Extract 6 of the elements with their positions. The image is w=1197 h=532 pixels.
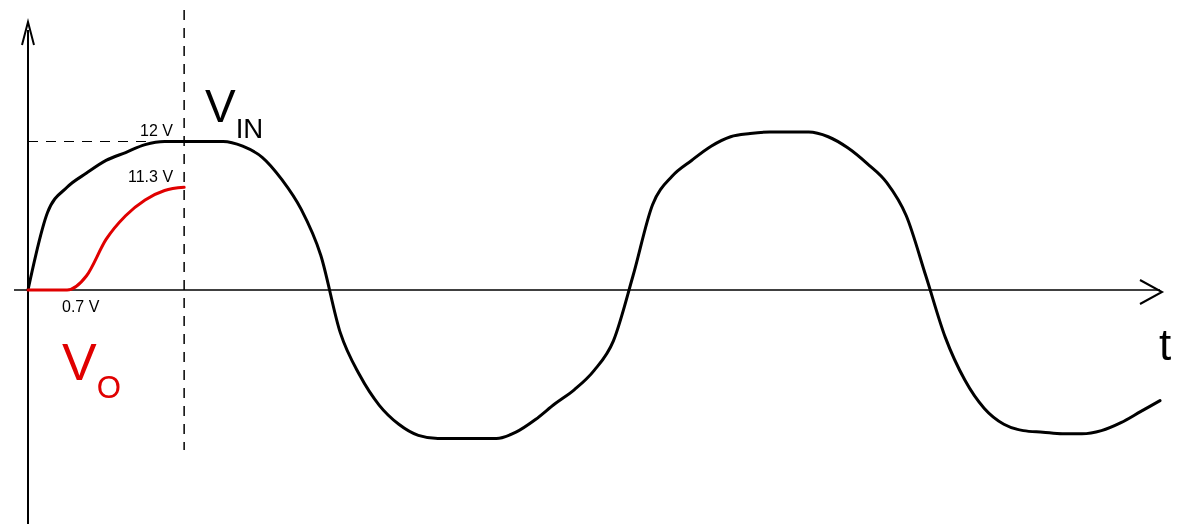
series-label: V$_{O}$: [62, 333, 121, 405]
annotation: 0.7 V: [62, 298, 100, 315]
annotation: 12 V: [140, 122, 174, 139]
annotation: 11.3 V: [128, 168, 174, 185]
x-axis-title: t: [1158, 320, 1172, 369]
series-label: V$_{IN}$: [205, 80, 264, 144]
